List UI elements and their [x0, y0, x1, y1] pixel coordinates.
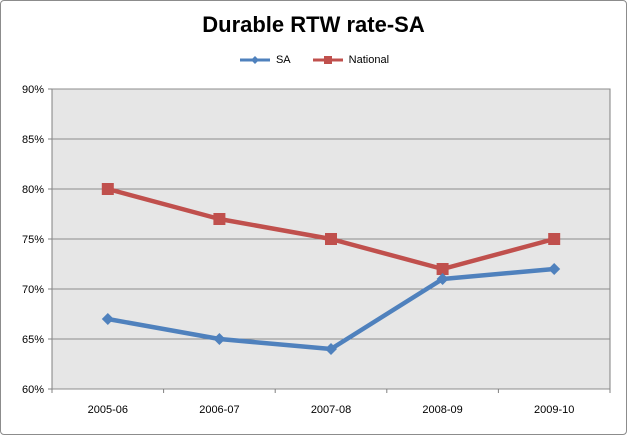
- data-point-sa: [436, 273, 449, 285]
- data-point-national: [325, 233, 337, 245]
- x-tick-label: 2006-07: [199, 404, 239, 416]
- x-tick-label: 2009-10: [534, 404, 574, 416]
- data-point-national: [436, 263, 449, 275]
- legend-marker-national: [312, 56, 343, 64]
- legend-marker-sa: [239, 56, 270, 64]
- y-tick-label: 75%: [22, 234, 44, 246]
- data-point-sa: [325, 343, 337, 355]
- data-point-national: [213, 213, 226, 225]
- y-tick-label: 80%: [22, 184, 44, 196]
- x-tick-label: 2007-08: [311, 404, 351, 416]
- data-point-sa: [213, 333, 226, 345]
- legend-item-national: National: [311, 54, 389, 66]
- legend-label-sa: SA: [275, 54, 291, 66]
- data-point-national: [101, 183, 114, 195]
- y-tick-label: 65%: [22, 334, 44, 346]
- x-tick-label: 2005-06: [88, 404, 128, 416]
- data-point-sa: [101, 313, 114, 325]
- legend-item-sa: SA: [238, 54, 291, 66]
- x-tick-label: 2008-09: [422, 404, 462, 416]
- y-tick-label: 60%: [22, 384, 44, 396]
- y-tick-label: 85%: [22, 134, 44, 146]
- chart-legend: SA National: [0, 54, 627, 66]
- y-tick-label: 70%: [22, 284, 44, 296]
- legend-label-national: National: [348, 54, 390, 66]
- y-tick-label: 90%: [22, 84, 44, 96]
- data-point-sa: [548, 263, 561, 275]
- data-point-national: [548, 233, 561, 245]
- chart-title: Durable RTW rate-SA: [202, 12, 425, 37]
